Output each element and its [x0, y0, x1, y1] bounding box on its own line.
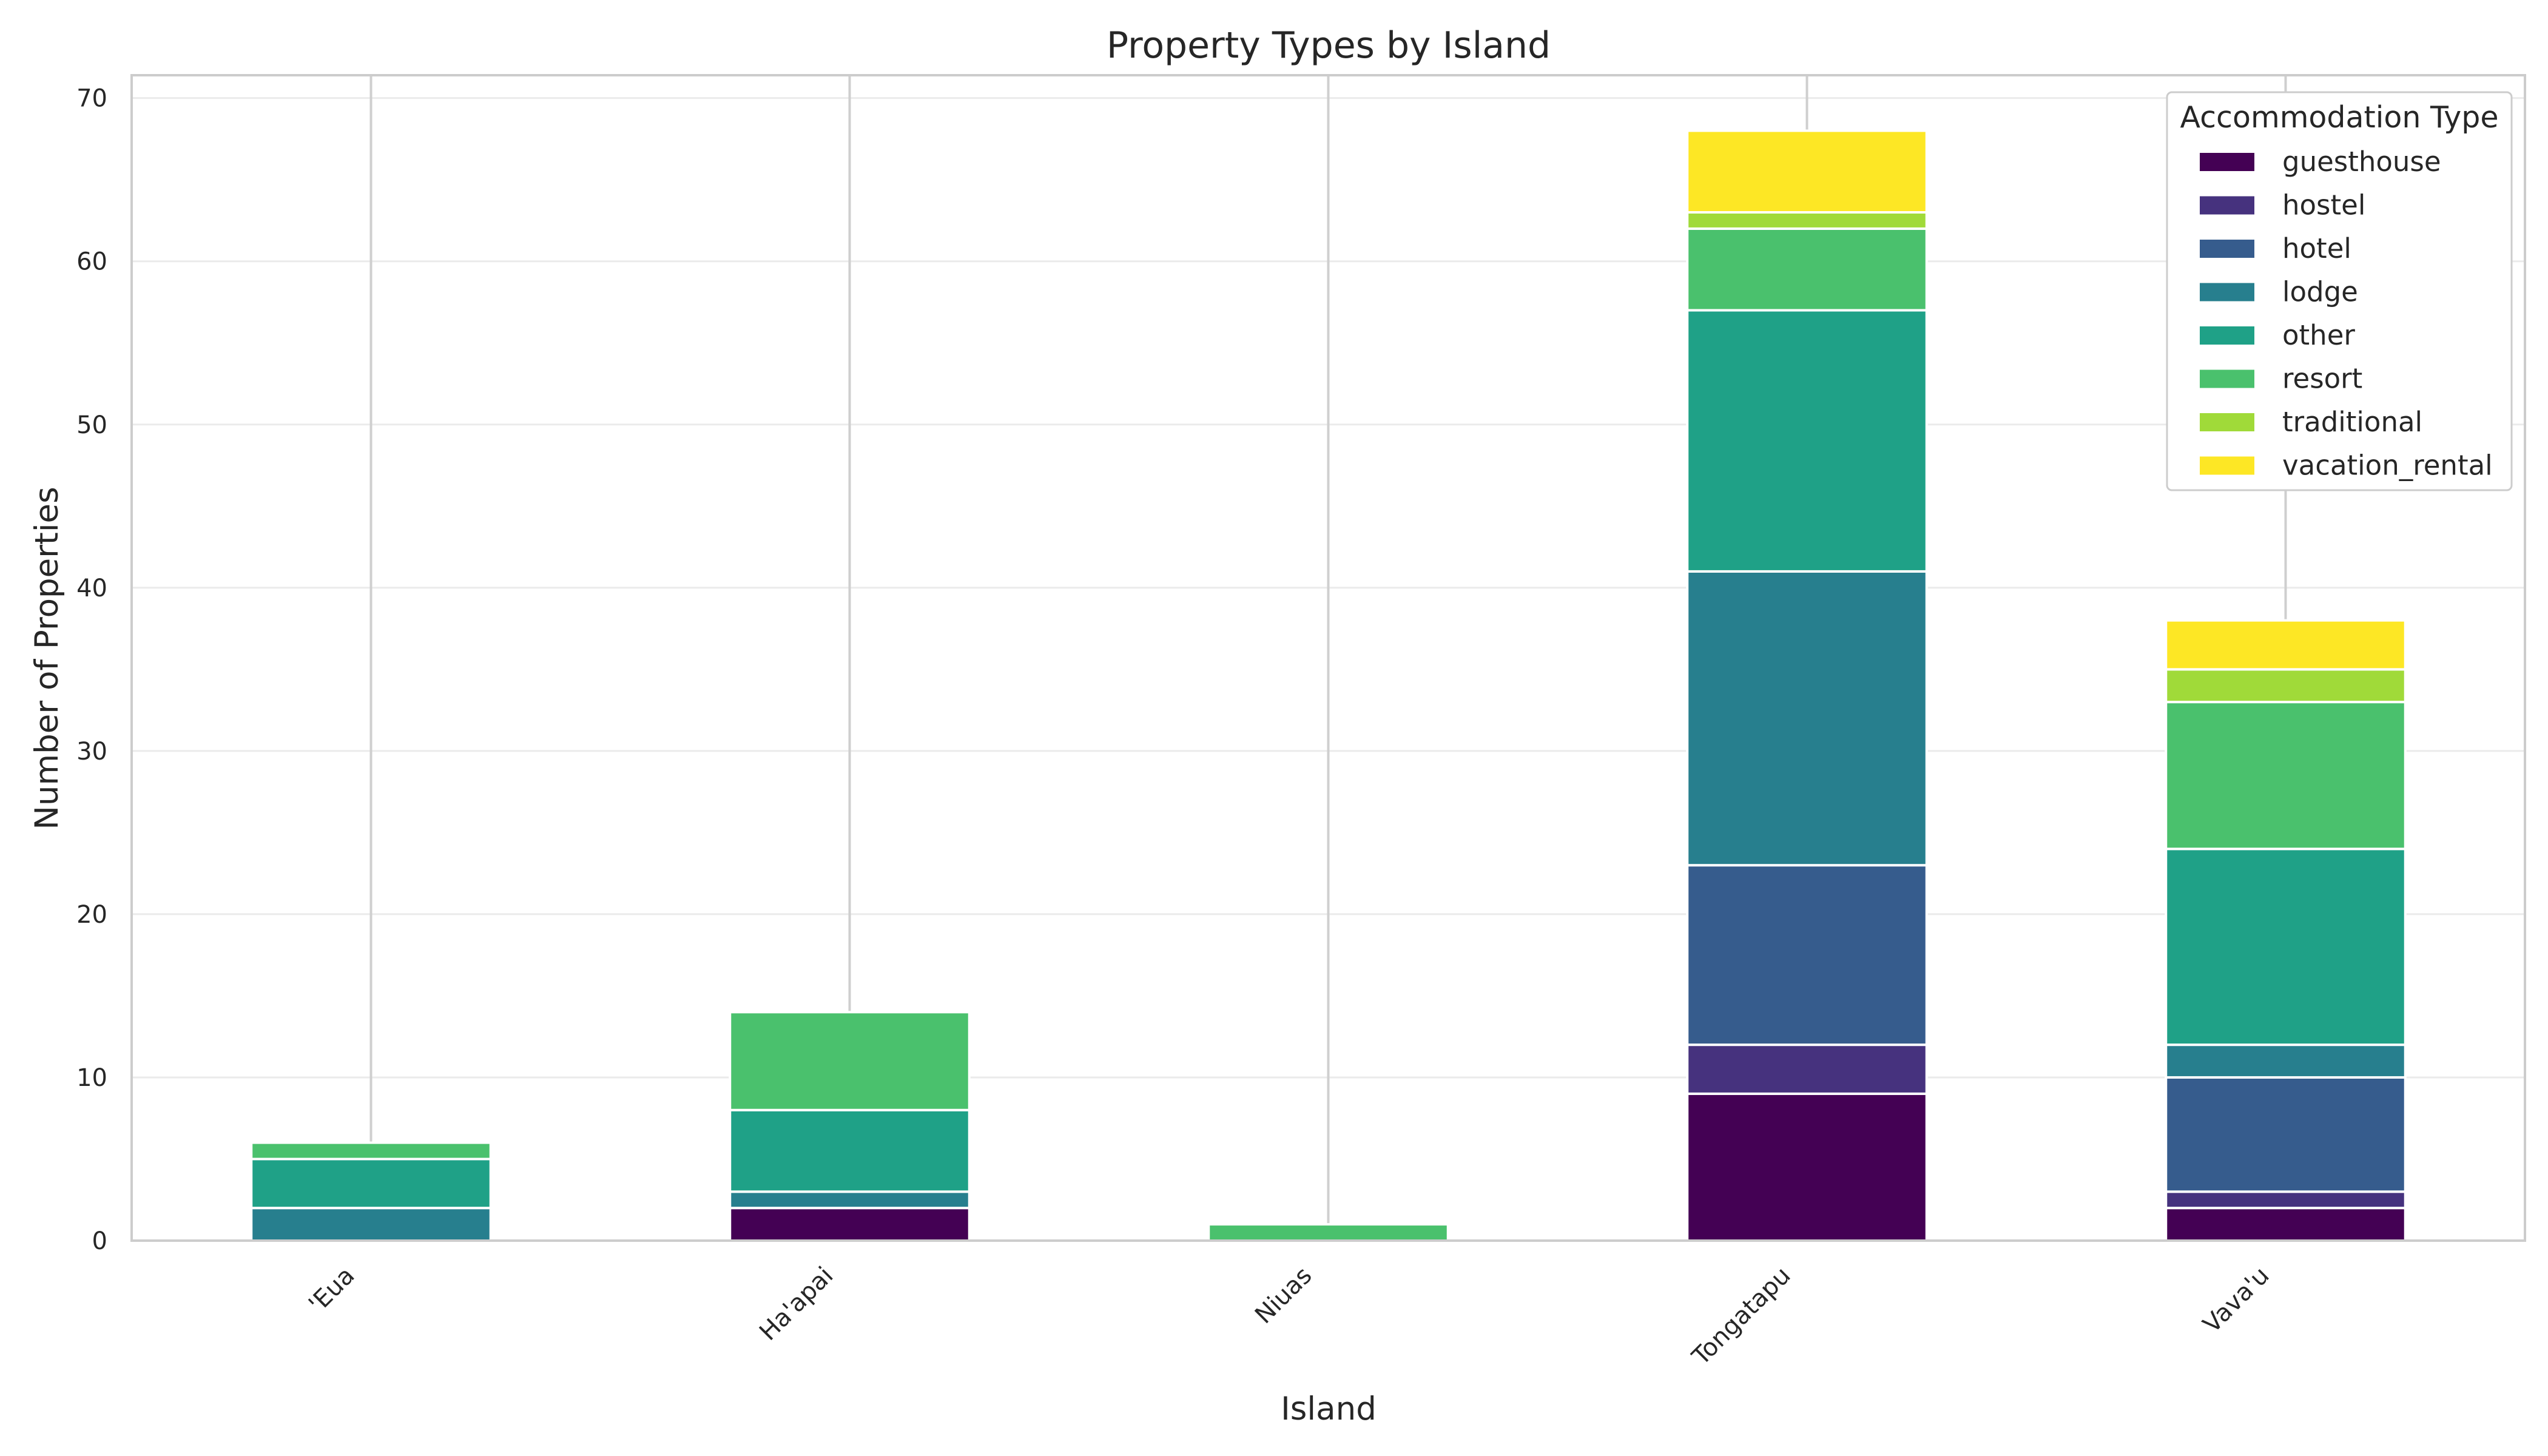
bar-segment-resort: [250, 1141, 492, 1161]
legend-swatch-hostel: [2200, 196, 2254, 215]
legend-label-vacation_rental: vacation_rental: [2282, 450, 2493, 482]
bar-segment-resort: [2165, 701, 2407, 851]
bar-segment-traditional: [2165, 668, 2407, 704]
bar-segment-guesthouse: [2165, 1207, 2407, 1242]
bar-segment-lodge: [729, 1190, 971, 1210]
legend-title: Accommodation Type: [2180, 100, 2498, 135]
bar-segment-lodge: [2165, 1043, 2407, 1079]
bar-segment-other: [1686, 309, 1928, 573]
legend-swatch-resort: [2200, 369, 2254, 388]
y-tick-label: 70: [76, 85, 107, 113]
bar-segment-hostel: [1686, 1043, 1928, 1095]
x-tick-label: Tongatapu: [1687, 1262, 1796, 1372]
bar-segment-resort: [729, 1011, 971, 1111]
x-tick-labels: 'Eua Ha'apai Niuas Tongatapu Vava'u: [303, 1262, 2274, 1372]
bar-segment-vacation_rental: [1686, 129, 1928, 214]
legend-swatch-guesthouse: [2200, 153, 2254, 171]
y-tick-label: 40: [76, 575, 107, 602]
legend-label-hostel: hostel: [2282, 189, 2365, 221]
bar-segment-guesthouse: [1686, 1092, 1928, 1242]
legend-swatch-hotel: [2200, 240, 2254, 258]
bar-segment-other: [729, 1108, 971, 1193]
x-tick-label: 'Eua: [303, 1262, 360, 1318]
legend-swatch-traditional: [2200, 413, 2254, 431]
bar-segment-resort: [1207, 1223, 1449, 1242]
bar-segment-other: [2165, 848, 2407, 1046]
bar-segment-lodge: [1686, 570, 1928, 867]
legend: Accommodation Type guesthouse hostel hotel…: [2166, 91, 2513, 491]
y-tick-label: 30: [76, 738, 107, 766]
bar-segment-hotel: [1686, 864, 1928, 1046]
legend-label-guesthouse: guesthouse: [2282, 146, 2441, 178]
legend-label-other: other: [2282, 319, 2355, 351]
bar-segment-guesthouse: [729, 1207, 971, 1242]
y-tick-labels: 0 10 20 30 40 50 60 70: [76, 85, 107, 1255]
bar-segment-hostel: [2165, 1190, 2407, 1210]
chart-title: Property Types by Island: [1107, 24, 1551, 67]
bar-segment-hotel: [2165, 1076, 2407, 1193]
plot-frame: [130, 74, 2526, 1242]
legend-swatch-vacation_rental: [2200, 456, 2254, 475]
bar-segment-resort: [1686, 227, 1928, 312]
legend-frame: [2166, 91, 2513, 491]
legend-label-traditional: traditional: [2282, 406, 2422, 438]
x-tick-label: Niuas: [1250, 1262, 1318, 1330]
x-tick-label: Vava'u: [2198, 1262, 2275, 1339]
bar-segment-vacation_rental: [2165, 619, 2407, 671]
y-axis-label: Number of Properties: [29, 487, 66, 830]
legend-swatch-other: [2200, 326, 2254, 345]
bar-segment-traditional: [1686, 211, 1928, 230]
bars: [250, 129, 2407, 1242]
legend-label-hotel: hotel: [2282, 232, 2351, 265]
bar-segment-other: [250, 1158, 492, 1210]
y-tick-label: 20: [76, 901, 107, 929]
legend-swatch-lodge: [2200, 283, 2254, 302]
x-tick-label: Ha'apai: [754, 1262, 838, 1346]
bar-segment-lodge: [250, 1207, 492, 1242]
legend-label-resort: resort: [2282, 363, 2362, 395]
x-axis-label: Island: [1281, 1390, 1377, 1427]
y-tick-label: 10: [76, 1064, 107, 1092]
y-tick-label: 0: [92, 1227, 107, 1255]
legend-label-lodge: lodge: [2282, 276, 2358, 308]
y-tick-label: 50: [76, 411, 107, 439]
y-tick-label: 60: [76, 248, 107, 276]
